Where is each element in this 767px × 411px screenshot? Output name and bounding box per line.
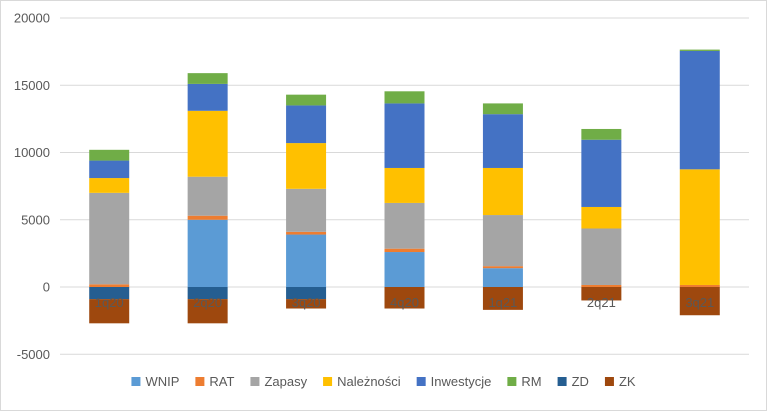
legend-swatch	[323, 377, 333, 386]
bar-segment-rat-1q20	[89, 284, 130, 287]
legend-item-zd: ZD	[557, 374, 589, 389]
legend-label: WNIP	[145, 374, 179, 389]
bar-segment-nale-no-ci-3q21	[679, 169, 720, 285]
legend-item-wnip: WNIP	[131, 374, 179, 389]
legend-item-inwestycje: Inwestycje	[416, 374, 492, 389]
bar-segment-rat-2q21	[581, 284, 622, 287]
bar-segment-rm-2q21	[581, 128, 622, 140]
bar-segment-inwestycje-4q20	[384, 103, 425, 168]
y-tick-label: 20000	[14, 11, 50, 26]
y-tick-label: 0	[43, 280, 50, 295]
legend-item-nale-no-ci: Należności	[323, 374, 401, 389]
legend-swatch	[250, 377, 260, 386]
bar-segment-zk-1q20	[89, 299, 130, 324]
bar-segment-wnip-1q21	[482, 268, 523, 287]
bar-segment-wnip-3q20	[286, 234, 327, 287]
bar-segment-zd-3q20	[286, 287, 327, 300]
bar-segment-zk-2q21	[581, 287, 622, 301]
bar-segment-zapasy-2q20	[187, 176, 228, 216]
bar-segment-inwestycje-1q21	[482, 114, 523, 168]
y-axis-tick-labels: -5000 0 5000 10000 15000 20000	[14, 11, 50, 362]
bar-segment-rm-2q20	[187, 73, 228, 84]
bar-segment-zapasy-3q20	[286, 188, 327, 232]
category-label: 1q20	[95, 295, 124, 310]
bar-segment-rm-1q21	[482, 103, 523, 115]
bar-segment-zk-2q20	[187, 299, 228, 324]
legend-swatch	[195, 377, 205, 386]
legend-label: Inwestycje	[431, 374, 492, 389]
legend-label: Zapasy	[264, 374, 307, 389]
bar-segment-zapasy-2q21	[581, 228, 622, 285]
bar-segment-zk-3q21	[679, 287, 720, 316]
bar-segment-nale-no-ci-1q21	[482, 167, 523, 216]
legend-label: ZD	[572, 374, 589, 389]
bar-segment-rat-4q20	[384, 248, 425, 253]
bar-segment-zd-1q20	[89, 287, 130, 300]
bar-segment-zd-2q20	[187, 287, 228, 300]
bar-segment-nale-no-ci-2q21	[581, 206, 622, 229]
bar-segment-rat-3q20	[286, 231, 327, 235]
category-label: 2q20	[193, 295, 222, 310]
legend-swatch	[557, 377, 567, 386]
category-label: 3q21	[685, 295, 714, 310]
bar-segment-rat-2q20	[187, 215, 228, 220]
bar-segment-rm-3q20	[286, 94, 327, 106]
legend: WNIP RAT Zapasy Należności Inwestycje RM ZD ZK	[131, 374, 636, 389]
bar-segment-nale-no-ci-1q20	[89, 178, 130, 193]
legend-swatch	[416, 377, 426, 386]
legend-item-rm: RM	[507, 374, 542, 389]
bar-segment-zapasy-4q20	[384, 202, 425, 249]
bar-segment-inwestycje-2q20	[187, 83, 228, 111]
legend-label: RM	[521, 374, 541, 389]
legend-swatch	[131, 377, 141, 386]
bar-segment-rm-4q20	[384, 91, 425, 104]
legend-item-zk: ZK	[604, 374, 636, 389]
category-label: 2q21	[587, 295, 616, 310]
category-label: 1q21	[488, 295, 517, 310]
bars	[89, 49, 720, 324]
bar-segment-rat-3q21	[679, 284, 720, 287]
bar-segment-zapasy-1q20	[89, 192, 130, 285]
legend-swatch	[507, 377, 517, 386]
category-label: 4q20	[390, 295, 419, 310]
legend-item-rat: RAT	[195, 374, 234, 389]
legend-item-zapasy: Zapasy	[250, 374, 308, 389]
bar-segment-nale-no-ci-2q20	[187, 110, 228, 177]
legend-label: Należności	[337, 374, 401, 389]
bar-segment-nale-no-ci-3q20	[286, 143, 327, 189]
bar-segment-inwestycje-2q21	[581, 139, 622, 207]
legend-swatch	[604, 377, 614, 386]
y-tick-label: 15000	[14, 78, 50, 93]
category-labels: 1q20 2q20 3q20 4q20 1q21 2q21 3q21	[95, 295, 714, 310]
bar-segment-rat-1q21	[482, 266, 523, 269]
bar-segment-inwestycje-3q20	[286, 105, 327, 144]
bar-segment-inwestycje-3q21	[679, 50, 720, 170]
bar-segment-zapasy-1q21	[482, 215, 523, 267]
bar-segment-zk-3q20	[286, 299, 327, 309]
legend-label: ZK	[619, 374, 636, 389]
y-tick-label: 5000	[21, 212, 50, 227]
bar-segment-nale-no-ci-4q20	[384, 167, 425, 203]
bar-segment-rm-1q20	[89, 149, 130, 161]
bar-segment-wnip-2q20	[187, 219, 228, 287]
bar-segment-zk-1q21	[482, 287, 523, 310]
y-tick-label: -5000	[17, 347, 50, 362]
legend-label: RAT	[209, 374, 234, 389]
bar-segment-inwestycje-1q20	[89, 160, 130, 179]
bar-segment-wnip-4q20	[384, 252, 425, 287]
bar-segment-rm-3q21	[679, 49, 720, 51]
y-tick-label: 10000	[14, 145, 50, 160]
category-label: 3q20	[292, 295, 321, 310]
bar-segment-zk-4q20	[384, 287, 425, 309]
